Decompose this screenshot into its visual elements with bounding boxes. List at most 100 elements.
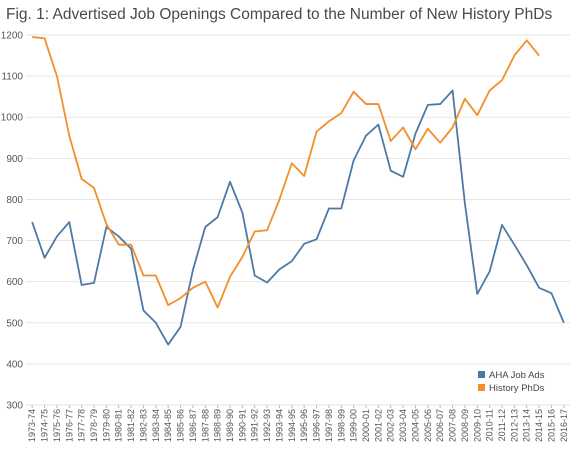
y-tick-label: 700 [6, 236, 23, 247]
data-point-history-phds [43, 37, 45, 39]
data-point-history-phds [439, 142, 441, 144]
data-point-history-phds [105, 223, 107, 225]
x-tick-label: 1980-81 [114, 409, 124, 442]
data-point-history-phds [204, 280, 206, 282]
data-point-aha-job-ads [365, 135, 367, 137]
x-tick-label: 1978-79 [89, 409, 99, 442]
y-tick-label: 600 [6, 277, 23, 288]
data-point-history-phds [56, 75, 58, 77]
data-point-history-phds [31, 36, 33, 38]
data-point-history-phds [130, 243, 132, 245]
x-tick-label: 1973-74 [27, 409, 37, 442]
data-point-aha-job-ads [328, 207, 330, 209]
x-tick-label: 1974-75 [40, 409, 50, 442]
x-tick-label: 1991-92 [250, 409, 260, 442]
data-point-aha-job-ads [390, 169, 392, 171]
x-tick-label: 1997-98 [324, 409, 334, 442]
data-point-history-phds [266, 229, 268, 231]
x-tick-label: 2014-15 [534, 409, 544, 442]
data-point-aha-job-ads [526, 264, 528, 266]
x-tick-label: 1995-96 [299, 409, 309, 442]
data-point-aha-job-ads [167, 343, 169, 345]
y-tick-label: 1200 [1, 31, 24, 42]
data-point-aha-job-ads [501, 224, 503, 226]
data-point-history-phds [451, 126, 453, 128]
data-point-aha-job-ads [315, 238, 317, 240]
data-point-aha-job-ads [563, 322, 565, 324]
x-tick-label: 1987-88 [200, 409, 210, 442]
data-point-aha-job-ads [377, 123, 379, 125]
x-tick-label: 1979-80 [101, 409, 111, 442]
data-point-history-phds [291, 162, 293, 164]
data-point-history-phds [216, 306, 218, 308]
data-point-aha-job-ads [68, 221, 70, 223]
x-tick-label: 1984-85 [163, 409, 173, 442]
y-tick-label: 300 [6, 401, 23, 412]
data-point-aha-job-ads [414, 132, 416, 134]
x-tick-label: 1992-93 [262, 409, 272, 442]
x-tick-label: 2012-13 [509, 409, 519, 442]
data-point-aha-job-ads [513, 243, 515, 245]
legend-swatch [478, 371, 485, 378]
data-point-aha-job-ads [488, 270, 490, 272]
data-point-aha-job-ads [179, 326, 181, 328]
data-point-aha-job-ads [241, 211, 243, 213]
x-tick-label: 1989-90 [225, 409, 235, 442]
y-tick-label: 800 [6, 195, 23, 206]
y-tick-label: 400 [6, 359, 23, 370]
x-tick-label: 1994-95 [287, 409, 297, 442]
data-point-aha-job-ads [31, 221, 33, 223]
legend-label: History PhDs [489, 383, 545, 394]
data-point-history-phds [80, 178, 82, 180]
data-point-aha-job-ads [216, 216, 218, 218]
x-tick-label: 1975-76 [52, 409, 62, 442]
data-point-aha-job-ads [155, 322, 157, 324]
data-point-history-phds [526, 39, 528, 41]
x-tick-label: 2008-09 [460, 409, 470, 442]
y-tick-label: 1000 [1, 113, 24, 124]
data-point-aha-job-ads [550, 292, 552, 294]
data-point-aha-job-ads [266, 281, 268, 283]
data-point-aha-job-ads [254, 274, 256, 276]
data-point-aha-job-ads [278, 268, 280, 270]
x-tick-label: 2000-01 [361, 409, 371, 442]
x-tick-label: 1981-82 [126, 409, 136, 442]
data-point-aha-job-ads [303, 243, 305, 245]
x-tick-label: 2015-16 [546, 409, 556, 442]
data-point-history-phds [254, 230, 256, 232]
data-point-history-phds [315, 130, 317, 132]
data-point-history-phds [464, 98, 466, 100]
data-point-history-phds [414, 148, 416, 150]
series-line-history-phds [32, 36, 540, 309]
x-tick-label: 2003-04 [398, 409, 408, 442]
x-tick-label: 1977-78 [77, 409, 87, 442]
data-point-aha-job-ads [118, 235, 120, 237]
data-point-aha-job-ads [93, 282, 95, 284]
x-tick-label: 2007-08 [448, 409, 458, 442]
x-tick-label: 1982-83 [138, 409, 148, 442]
data-point-history-phds [377, 103, 379, 105]
data-point-aha-job-ads [451, 89, 453, 91]
x-tick-label: 1998-99 [336, 409, 346, 442]
x-tick-label: 1976-77 [64, 409, 74, 442]
series-line-aha-job-ads [31, 89, 565, 346]
data-point-aha-job-ads [352, 159, 354, 161]
data-point-history-phds [142, 274, 144, 276]
data-point-aha-job-ads [80, 284, 82, 286]
data-point-history-phds [501, 79, 503, 81]
data-point-history-phds [352, 91, 354, 93]
legend-swatch [478, 384, 485, 391]
data-point-history-phds [179, 297, 181, 299]
data-point-aha-job-ads [192, 269, 194, 271]
data-point-history-phds [402, 126, 404, 128]
data-point-aha-job-ads [204, 226, 206, 228]
x-tick-label: 1985-86 [176, 409, 186, 442]
y-tick-label: 500 [6, 318, 23, 329]
x-tick-label: 2005-06 [423, 409, 433, 442]
data-point-aha-job-ads [291, 260, 293, 262]
data-point-history-phds [390, 140, 392, 142]
x-tick-label: 2004-05 [410, 409, 420, 442]
data-point-aha-job-ads [476, 293, 478, 295]
data-point-history-phds [241, 256, 243, 258]
